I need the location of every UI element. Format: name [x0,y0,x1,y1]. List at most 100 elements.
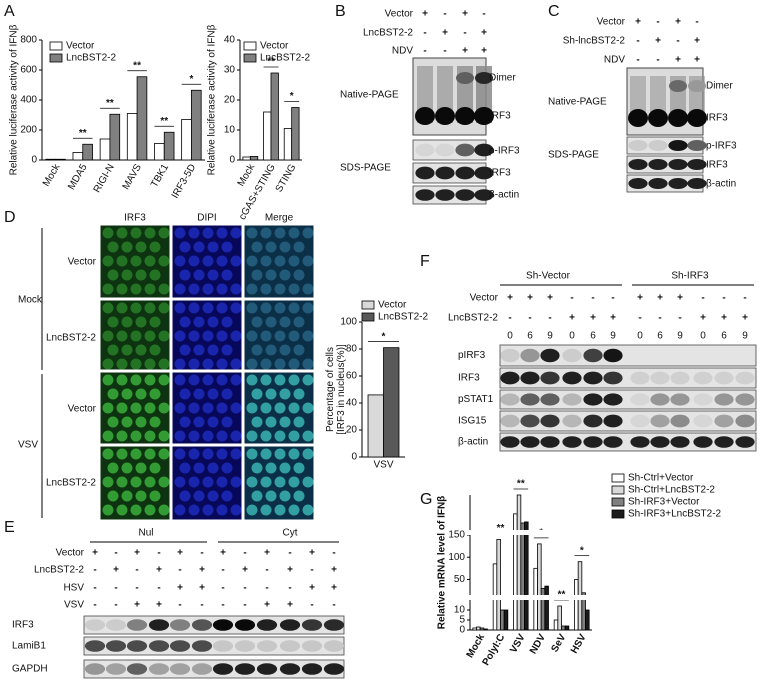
cell [302,402,314,414]
sign: + [694,36,700,47]
cell [135,388,147,400]
cell [293,269,305,281]
blot-band [279,619,301,631]
blot-band [500,371,520,385]
cell [144,255,156,267]
cell [265,269,277,281]
significance: ** [497,523,505,534]
cell [246,330,258,342]
cell [274,374,286,386]
band-label: ISG15 [458,416,487,427]
cell [279,269,291,281]
dimer-band [456,72,474,84]
x-tick-label: HSV [569,632,589,656]
sign: + [134,600,140,611]
blot-band [415,166,435,180]
cell [144,227,156,239]
cell [288,504,300,516]
cell [102,402,114,414]
row-label: LncBST2-2 [46,333,96,344]
cell [158,374,170,386]
cell [149,269,161,281]
blot-strip [499,367,757,389]
cell [246,227,258,239]
sign: + [287,565,293,576]
cell [135,316,147,328]
row-label: Vector [68,257,97,268]
sign: + [220,548,226,559]
cell [149,388,161,400]
cell [158,448,170,460]
cell [260,448,272,460]
row-label: Vector [385,9,414,20]
cell [174,227,186,239]
dimer-band [669,80,687,92]
blot-band [234,640,256,652]
column-header: IRF3 [124,213,146,224]
cell [174,358,186,370]
cell [288,330,300,342]
cell [302,330,314,342]
sign: - [200,548,203,559]
cell [144,402,156,414]
monomer-band [687,109,707,127]
legend-swatch [361,312,375,322]
cell [102,227,114,239]
cell [193,316,205,328]
y-tick-label: 200 [20,125,37,136]
sign: - [570,293,573,304]
blot-band [603,414,623,428]
group-label: Sh-IRF3 [671,271,709,282]
significance: * [290,91,294,102]
sign: + [199,565,205,576]
y-tick-label: 800 [20,35,37,46]
section-label: SDS-PAGE [548,150,599,161]
blot-band [279,663,301,675]
sign: + [655,36,661,47]
blot-band [84,640,106,652]
bar [557,605,562,631]
sign: + [134,548,140,559]
sign: - [423,46,426,57]
cell [188,302,200,314]
cell [216,330,228,342]
y-tick-label: 80 [346,344,358,355]
cell [102,448,114,460]
blot-band [540,348,560,363]
sign: + [309,583,315,594]
y-tick-label: 10 [224,125,236,136]
y-axis-label-line: [IRF3 in nucleus(%)] [336,344,347,435]
cell [221,344,233,356]
blot-band [500,436,520,448]
blot-band [628,159,648,170]
section-label: Native-PAGE [548,97,607,108]
cell [149,241,161,253]
cell [251,316,263,328]
blot-band [693,371,713,385]
cell [174,476,186,488]
cell [107,462,119,474]
y-tick-label: 20 [346,425,358,436]
blot-band [650,371,670,385]
sign: - [157,548,160,559]
sign: + [635,17,641,28]
blot-band [687,140,707,151]
cell [230,402,242,414]
cell [230,448,242,460]
blot-band [474,143,494,157]
cell [302,302,314,314]
cell [130,504,142,516]
sign: + [507,293,513,304]
bar [154,143,165,161]
cell [279,316,291,328]
x-tick-label: VSV [508,632,528,655]
y-tick-label: 60 [346,371,358,382]
cell [149,490,161,502]
cell [279,388,291,400]
blot-band [562,436,582,448]
bar [99,138,111,161]
sign: + [721,313,727,324]
sign: - [638,313,641,324]
cell [179,316,191,328]
blot-band [648,178,668,189]
